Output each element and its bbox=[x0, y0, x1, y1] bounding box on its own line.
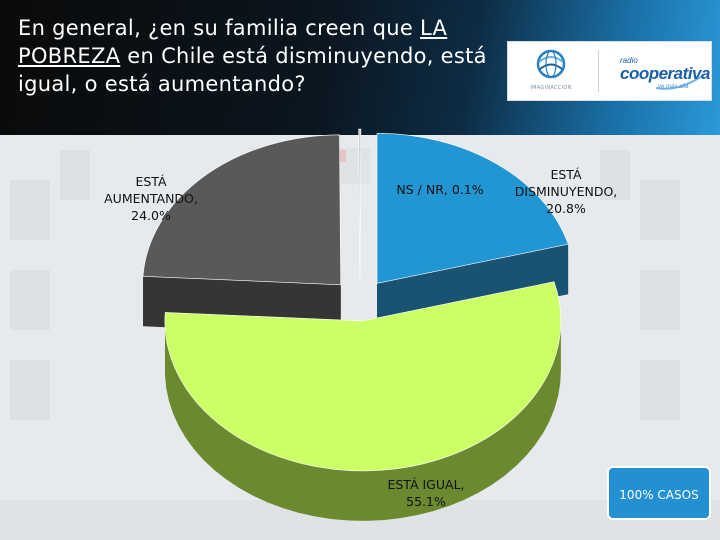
brand-radio-text: radio bbox=[620, 56, 638, 65]
title-part-2: en Chile está disminuyendo, está igual, … bbox=[18, 44, 487, 96]
title-part-1: En general, ¿en su familia creen que bbox=[18, 16, 421, 40]
label-disminuyendo: ESTÁ DISMINUYENDO, 20.8% bbox=[503, 166, 629, 217]
brand-tagline: ve más allá bbox=[658, 84, 689, 90]
label-ns-nr: NS / NR, 0.1% bbox=[396, 182, 484, 197]
logos-panel: IMAGINACCION radio cooperativa ve más al… bbox=[507, 41, 712, 101]
brand-cooperativa-text: cooperativa bbox=[620, 64, 710, 83]
label-disminuyendo-line1: ESTÁ bbox=[550, 167, 582, 182]
label-aumentando: ESTÁ AUMENTANDO, 24.0% bbox=[92, 173, 210, 224]
slice-ns-nr bbox=[358, 128, 362, 280]
page-title: En general, ¿en su familia creen que LA P… bbox=[18, 14, 508, 98]
slice-igual-rim bbox=[164, 320, 561, 521]
globe-logo-icon bbox=[536, 49, 566, 79]
label-disminuyendo-line2: DISMINUYENDO, bbox=[514, 184, 618, 199]
slice-aumentando bbox=[142, 134, 342, 286]
slice-igual bbox=[164, 281, 562, 472]
label-aumentando-line1: ESTÁ bbox=[135, 174, 167, 189]
label-igual-line1: ESTÁ IGUAL, bbox=[387, 477, 465, 492]
total-cases-badge: 100% CASOS bbox=[607, 466, 711, 520]
slice-disminuyendo bbox=[376, 133, 569, 284]
label-disminuyendo-line3: 20.8% bbox=[546, 201, 586, 216]
label-aumentando-line3: 24.0% bbox=[131, 208, 171, 223]
title-underline-la: LA bbox=[420, 16, 448, 40]
title-underline-pobreza: POBREZA bbox=[18, 44, 121, 68]
label-igual: ESTÁ IGUAL, 55.1% bbox=[378, 476, 474, 510]
label-aumentando-line2: AUMENTANDO, bbox=[104, 191, 198, 206]
swoosh-icon bbox=[655, 75, 703, 90]
logo-left-caption: IMAGINACCION bbox=[530, 85, 572, 91]
label-igual-line2: 55.1% bbox=[406, 494, 446, 509]
logo-divider bbox=[598, 50, 599, 92]
